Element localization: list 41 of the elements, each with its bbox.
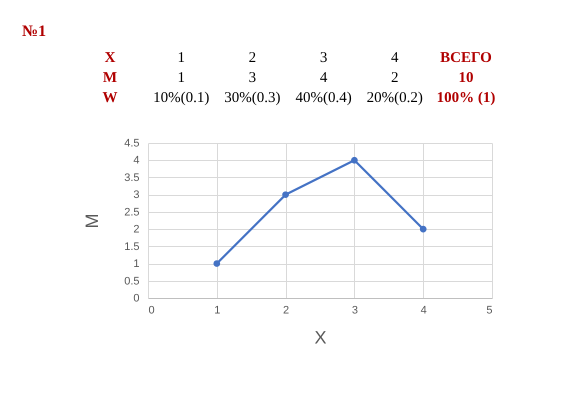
- y-tick-label: 2: [133, 224, 140, 236]
- x-tick-label: 4: [420, 304, 427, 316]
- y-axis-title: M: [82, 214, 102, 228]
- text: 100% (1): [436, 90, 496, 106]
- text: 10%(0.1): [153, 90, 210, 106]
- x-tick-label: 1: [214, 304, 220, 316]
- text: 10: [458, 70, 474, 86]
- text: ВСЕГО: [440, 50, 492, 66]
- text: 1: [177, 70, 185, 86]
- text: W: [102, 90, 118, 106]
- text: 30%(0.3): [224, 90, 281, 106]
- chart-title: №1: [22, 23, 46, 40]
- x-tick-label: 2: [283, 304, 290, 316]
- y-tick-label: 2.5: [124, 206, 140, 218]
- point: [420, 226, 427, 232]
- y-tick-label: 1.5: [124, 240, 140, 253]
- text: 20%(0.2): [366, 90, 423, 106]
- y-tick-label: 4.5: [124, 138, 140, 150]
- y-tick-label: 0.5: [124, 275, 140, 288]
- y-tick-label: 0: [133, 292, 140, 304]
- text: 4: [391, 50, 400, 66]
- point: [351, 156, 358, 164]
- text: X: [104, 50, 116, 66]
- text: 40%(0.4): [295, 90, 352, 106]
- x-tick-label: 5: [486, 304, 492, 316]
- y-tick-label: 3: [133, 189, 140, 202]
- x-tick-label: 3: [352, 304, 358, 316]
- point: [282, 191, 289, 198]
- text: 2: [391, 70, 399, 86]
- text: 1: [177, 50, 185, 66]
- y-tick-label: 3.5: [124, 172, 140, 184]
- x-axis-title: X: [314, 328, 327, 348]
- text: M: [102, 70, 118, 86]
- text: 2: [248, 50, 256, 66]
- point: [213, 260, 220, 267]
- text: 4: [320, 70, 328, 86]
- y-tick-label: 1: [133, 258, 140, 270]
- x-tick-label: 0: [148, 304, 155, 316]
- text: 3: [248, 70, 256, 86]
- y-tick-label: 4: [133, 154, 140, 167]
- text: 3: [320, 50, 328, 66]
